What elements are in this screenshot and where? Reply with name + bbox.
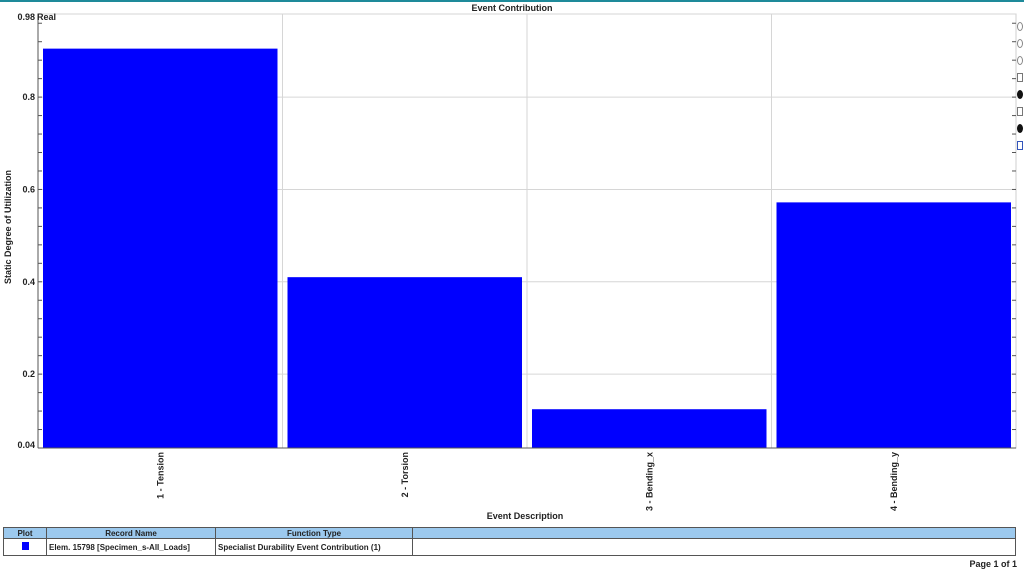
table-row[interactable]: Elem. 15798 [Specimen_s-All_Loads] Speci… [3,538,1016,556]
function-type-cell: Specialist Durability Event Contribution… [215,538,413,556]
y-tick-label: 0.98 [17,12,35,22]
chart-canvas: 0.98 0.8 0.6 0.4 0.2 0.04 1 - Tension 2 - Torsi… [17,12,1017,511]
y-axis-label: Static Degree of Utilization [3,169,13,285]
axis-layer [37,14,1016,449]
side-toolbar [1017,22,1024,158]
mode-label: Real [37,12,57,22]
radio-option-icon[interactable] [1017,39,1023,48]
y-tick-label: 0.04 [17,440,35,450]
plot-cell[interactable] [3,538,47,556]
x-axis-label: Event Description [486,511,564,521]
x-tick-label: 3 - Bending_x [644,452,654,511]
bar-3 [532,409,767,448]
radio-option-icon[interactable] [1017,22,1023,31]
checkbox-icon[interactable] [1017,73,1023,82]
series-color-swatch[interactable] [21,542,29,550]
empty-cell [412,538,1016,556]
bar-layer [43,48,1011,449]
top-accent-strip [0,0,1024,2]
radio-selected-icon[interactable] [1017,124,1023,133]
y-tick-label: 0.6 [22,184,35,194]
plot-column-header[interactable]: Plot [3,527,47,539]
record-name-cell: Elem. 15798 [Specimen_s-All_Loads] [46,538,216,556]
x-tick-label: 4 - Bending_y [889,452,899,511]
y-tick-label: 0.2 [22,369,35,379]
chart-title: Event Contribution [471,3,553,13]
tick-layer: 0.98 0.8 0.6 0.4 0.2 0.04 1 - Tension 2 - Torsi… [17,12,898,511]
y-tick-label: 0.4 [22,277,35,287]
radio-selected-icon[interactable] [1017,90,1023,99]
function-type-column-header[interactable]: Function Type [215,527,413,539]
legend-header-row: Plot Record Name Function Type [3,527,1016,539]
checkbox-icon[interactable] [1017,107,1023,116]
page-indicator: Page 1 of 1 [969,559,1017,569]
bar-4 [776,202,1011,448]
y-tick-label: 0.8 [22,92,35,102]
bar-2 [287,277,522,448]
empty-column-header [412,527,1016,539]
record-name-column-header[interactable]: Record Name [46,527,216,539]
legend-table: Plot Record Name Function Type Elem. 157… [3,527,1016,556]
bar-1 [43,48,278,449]
checkbox-icon[interactable] [1017,141,1023,150]
radio-option-icon[interactable] [1017,56,1023,65]
x-tick-label: 1 - Tension [155,452,165,499]
x-tick-label: 2 - Torsion [400,452,410,497]
